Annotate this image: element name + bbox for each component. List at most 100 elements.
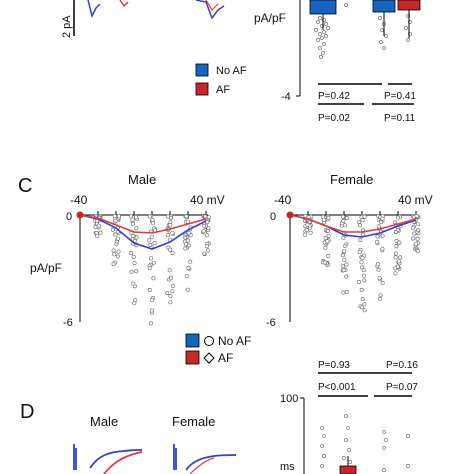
cell-point <box>410 226 415 231</box>
cell-point <box>326 215 331 220</box>
cell-point <box>184 274 189 279</box>
cell-point <box>414 214 419 219</box>
cell-point <box>361 273 366 278</box>
cell-point <box>203 214 208 219</box>
cell-point <box>147 238 152 243</box>
c-legend-diamond-icon <box>203 352 215 364</box>
cell-point <box>94 231 99 236</box>
cell-point <box>186 243 191 248</box>
legend-af-swatch <box>195 82 209 96</box>
cell-point <box>362 214 367 219</box>
cell-point <box>344 216 349 221</box>
cell-point <box>134 235 139 240</box>
cell-point <box>151 276 156 281</box>
cell-point <box>305 222 310 227</box>
stat-d-1-right: P=0.16 <box>386 360 418 371</box>
panel-d-letter: D <box>20 401 34 423</box>
cell-point <box>379 220 384 225</box>
cell-point <box>147 266 152 271</box>
cell-point <box>360 297 365 302</box>
male-points <box>93 214 211 326</box>
cell-point <box>93 225 98 230</box>
c-legend-no-af-label: No AF <box>218 334 251 348</box>
cell-point <box>394 238 399 243</box>
d-male-title: Male <box>90 414 118 429</box>
cell-point <box>308 230 313 235</box>
female-origin-marker <box>286 211 294 219</box>
trace-blue-1 <box>87 0 101 19</box>
cell-point <box>132 261 137 266</box>
cell-point <box>393 271 398 276</box>
cell-point <box>184 214 189 219</box>
cell-point <box>134 215 139 220</box>
cell-point <box>416 228 421 233</box>
cell-point <box>360 232 365 237</box>
cell-point <box>165 291 170 296</box>
cell-point <box>116 249 121 254</box>
cell-point <box>168 247 173 252</box>
cell-point <box>325 229 330 234</box>
cell-point <box>134 226 139 231</box>
cell-point <box>111 261 116 266</box>
scale-label: 2 pA <box>61 15 73 38</box>
cell-point <box>377 296 382 301</box>
cell-point <box>376 224 381 229</box>
cell-point <box>151 260 156 265</box>
cell-point <box>362 278 367 283</box>
cell-point <box>323 260 328 265</box>
cell-point <box>380 216 385 221</box>
male-y-bottom: -6 <box>63 317 73 329</box>
c-legend-circle-icon <box>204 336 214 346</box>
cell-point <box>201 229 206 234</box>
cell-point <box>167 268 172 273</box>
bar-female-af <box>397 0 421 11</box>
cell-point <box>111 248 116 253</box>
cell-point <box>395 215 400 220</box>
d-female-title: Female <box>172 414 215 429</box>
cell-point <box>129 214 134 219</box>
cell-point <box>342 257 347 262</box>
stat-d-2-right: P=0.07 <box>386 382 418 393</box>
cell-point <box>185 219 190 224</box>
cell-point <box>357 223 362 228</box>
cell-point <box>169 215 174 220</box>
cell-point <box>148 243 153 248</box>
d-bar-af <box>339 465 357 474</box>
cell-point <box>303 232 308 237</box>
cell-point <box>378 293 383 298</box>
female-red-curve <box>289 214 417 233</box>
c-legend-af-swatch <box>185 350 200 365</box>
cell-point <box>344 274 349 279</box>
cell-point <box>116 214 121 219</box>
cell-point <box>413 241 418 246</box>
panel-c-letter: C <box>18 175 32 197</box>
cell-point <box>360 255 365 260</box>
cell-point <box>168 275 173 280</box>
stat-b-2-left: P=0.02 <box>318 113 350 124</box>
cell-point <box>356 279 361 284</box>
panel-b-ylabel: pA/pF <box>254 11 286 25</box>
cell-point <box>380 246 385 251</box>
female-points <box>302 214 421 313</box>
cell-point <box>147 287 152 292</box>
cell-point <box>170 231 175 236</box>
d-female-trace-blue <box>173 444 237 471</box>
cell-point <box>149 321 154 326</box>
cell-point <box>186 266 191 271</box>
d-ylabel: ms <box>280 461 295 473</box>
cell-point <box>361 268 366 273</box>
cell-point <box>98 230 103 235</box>
panel-b: 2 pA No AF AF pA/pF -4 <box>61 0 421 124</box>
cell-point <box>188 259 193 264</box>
cell-point <box>202 223 207 228</box>
cell-point <box>377 276 382 281</box>
cell-point <box>395 264 400 269</box>
cell-point <box>380 233 385 238</box>
cell-point <box>341 264 346 269</box>
cell-point <box>131 255 136 260</box>
female-x-right: 40 mV <box>398 193 433 207</box>
cell-point <box>326 234 331 239</box>
female-title: Female <box>330 172 373 187</box>
cell-point <box>132 301 137 306</box>
cell-point <box>341 219 346 224</box>
